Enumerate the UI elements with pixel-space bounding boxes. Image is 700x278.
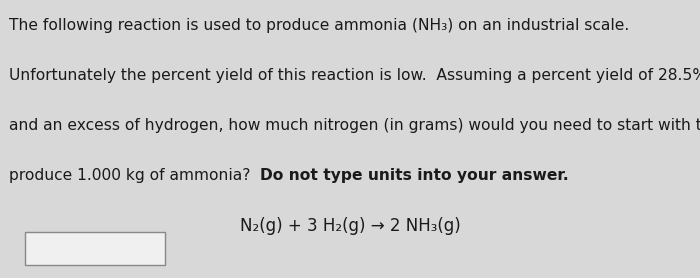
- Text: The following reaction is used to produce ammonia (NH₃) on an industrial scale.: The following reaction is used to produc…: [9, 18, 629, 33]
- Text: N₂(g) + 3 H₂(g) → 2 NH₃(g): N₂(g) + 3 H₂(g) → 2 NH₃(g): [239, 217, 461, 235]
- Text: produce 1.000 kg of ammonia?: produce 1.000 kg of ammonia?: [9, 168, 260, 183]
- Text: Unfortunately the percent yield of this reaction is low.  Assuming a percent yie: Unfortunately the percent yield of this …: [9, 68, 700, 83]
- Text: and an excess of hydrogen, how much nitrogen (in grams) would you need to start : and an excess of hydrogen, how much nitr…: [9, 118, 700, 133]
- Text: Do not type units into your answer.: Do not type units into your answer.: [260, 168, 569, 183]
